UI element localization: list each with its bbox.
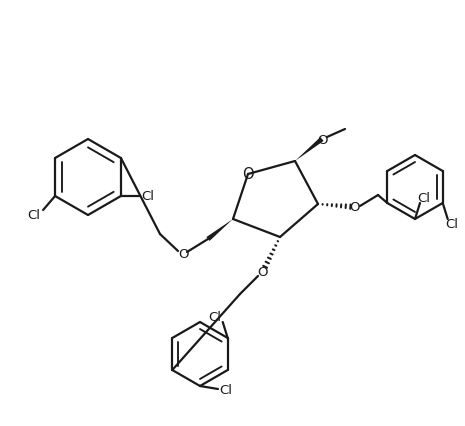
Text: O: O [317,133,327,146]
Text: O: O [178,248,188,261]
Text: O: O [242,167,254,182]
Text: Cl: Cl [219,383,232,397]
Text: Cl: Cl [418,192,431,205]
Text: Cl: Cl [208,311,221,324]
Text: O: O [258,265,268,278]
Text: O: O [350,201,360,214]
Text: Cl: Cl [27,209,40,222]
Polygon shape [295,138,324,161]
Text: Cl: Cl [141,190,154,203]
Text: Cl: Cl [445,218,458,231]
Polygon shape [206,219,233,242]
